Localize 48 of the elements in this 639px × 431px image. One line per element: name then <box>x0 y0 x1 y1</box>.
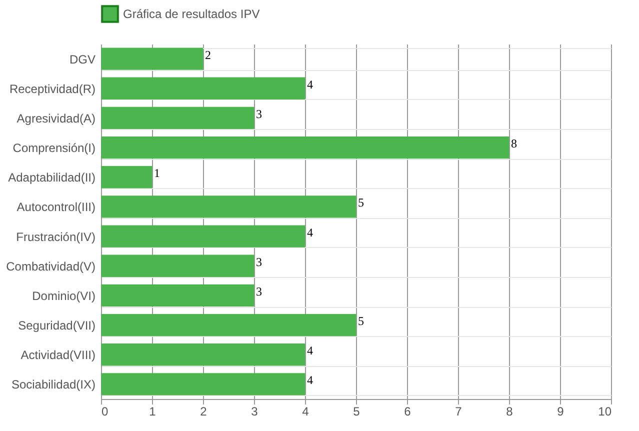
y-tick-label: Frustración(IV) <box>16 230 96 244</box>
y-tick-label: Dominio(VI) <box>32 288 96 303</box>
data-label: 1 <box>154 166 160 180</box>
x-tick-label: 5 <box>353 404 360 418</box>
data-label: 8 <box>511 136 517 151</box>
bar <box>101 166 152 188</box>
data-label: 4 <box>307 225 313 240</box>
x-tick-label: 0 <box>102 404 108 418</box>
y-tick-label: Seguridad(VII) <box>18 318 96 333</box>
data-label: 5 <box>358 314 364 328</box>
y-tick-label: Sociabilidad(IX) <box>11 378 96 392</box>
x-tick-label: 9 <box>557 404 564 418</box>
data-label: 4 <box>307 77 313 92</box>
x-tick-label: 7 <box>455 404 462 418</box>
data-label: 2 <box>205 48 211 62</box>
data-label: 3 <box>256 106 262 121</box>
y-tick-label: Agresividad(A) <box>16 111 96 126</box>
data-label: 3 <box>256 254 262 269</box>
data-label: 4 <box>307 344 313 358</box>
x-tick-label: 6 <box>404 404 412 418</box>
x-tick-label: 10 <box>598 404 612 418</box>
bar <box>101 77 305 100</box>
data-label: 3 <box>256 284 262 298</box>
y-tick-label: Adaptabilidad(II) <box>8 170 96 185</box>
bar <box>101 225 305 248</box>
bar <box>101 48 203 70</box>
x-tick-label: 4 <box>302 404 310 418</box>
x-tick-label: 1 <box>149 404 156 418</box>
bar <box>101 254 254 277</box>
y-tick-label: Receptividad(R) <box>9 82 96 96</box>
x-tick-label: 2 <box>200 404 208 418</box>
bar <box>101 344 305 366</box>
data-label: 5 <box>358 196 364 210</box>
bar <box>101 314 356 336</box>
y-tick-label: Autocontrol(III) <box>16 200 96 214</box>
bar <box>101 196 356 218</box>
y-tick-label: Combatividad(V) <box>6 259 96 274</box>
bar <box>101 106 254 130</box>
bar <box>101 373 305 396</box>
y-tick-label: Actividad(VIII) <box>20 348 96 362</box>
bar <box>101 136 509 159</box>
data-label: 4 <box>307 373 313 388</box>
y-tick-label: Comprensión(I) <box>12 141 96 156</box>
legend-label: Gráfica de resultados IPV <box>123 7 260 21</box>
x-tick-label: 8 <box>506 404 514 418</box>
y-tick-label: DGV <box>69 52 96 66</box>
x-tick-label: 3 <box>251 404 258 418</box>
bar <box>101 284 254 307</box>
